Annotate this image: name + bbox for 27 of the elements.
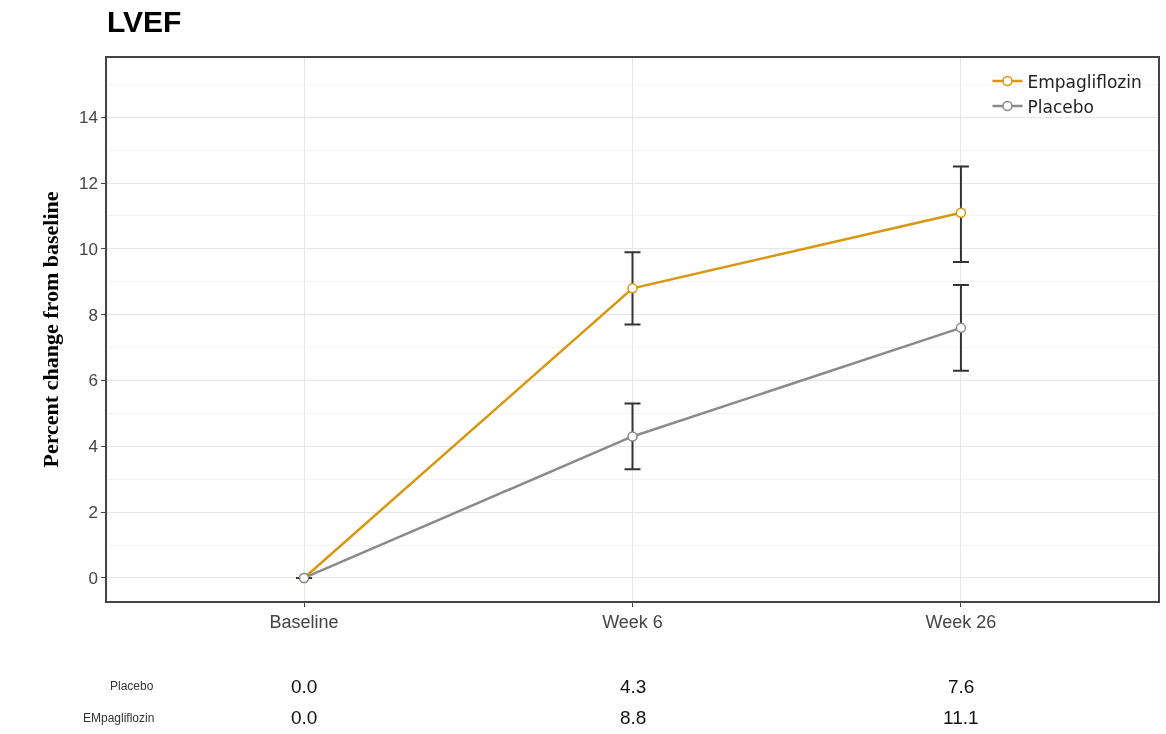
y-tick-label: 14 [78, 108, 98, 128]
legend-label: Placebo [1027, 96, 1094, 117]
data-label: 11.1 [943, 707, 979, 728]
text: Placebo [110, 679, 154, 693]
x-tick-label: Week 26 [925, 612, 997, 633]
x-tick-label: Week 6 [602, 612, 663, 633]
point [955, 322, 967, 334]
y-tick-label: 0 [88, 568, 98, 588]
text: EMpagliflozin [83, 711, 155, 725]
data-label: 0.0 [291, 707, 318, 728]
y-tick-label: 6 [88, 371, 98, 391]
y-tick-label: 8 [88, 305, 98, 325]
legend-label: Empagliflozin [1027, 71, 1142, 92]
y-tick-label: 12 [78, 174, 98, 193]
point [627, 283, 638, 294]
point [955, 207, 967, 218]
data-label: 7.6 [948, 676, 975, 697]
y-axis-title: Percent change from baseline [38, 191, 64, 468]
y-tick-label: 2 [88, 503, 98, 523]
data-label: 8.8 [620, 707, 647, 728]
data-label: 4.3 [620, 676, 647, 697]
chart-title: LVEF [107, 5, 182, 39]
point [627, 431, 638, 442]
data-label: 0.0 [291, 676, 318, 697]
x-tick-label: Baseline [269, 612, 339, 633]
y-tick-label: 4 [88, 437, 98, 457]
y-tick-label: 10 [78, 239, 98, 259]
